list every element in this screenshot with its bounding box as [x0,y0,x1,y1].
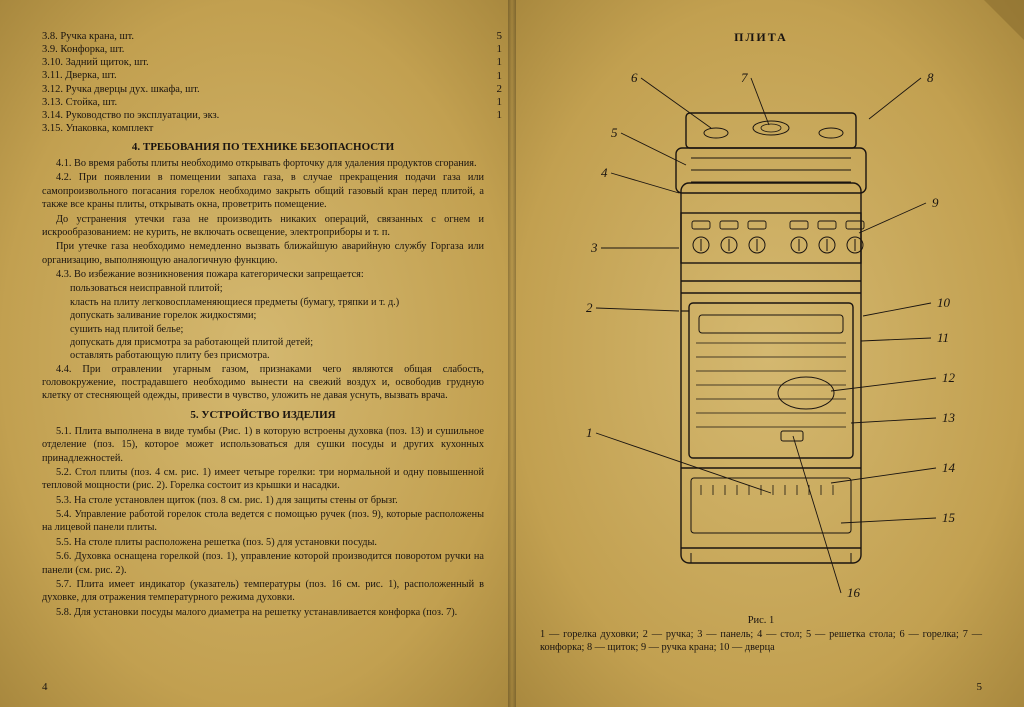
list-item: 3.12. Ручка дверцы дух. шкафа, шт. [42,83,484,96]
mark: 2 [497,83,503,96]
para-4-2b: До устранения утечки газа не производить… [42,213,484,240]
svg-text:14: 14 [942,460,956,475]
svg-text:15: 15 [942,510,956,525]
para-5-1: 5.1. Плита выполнена в виде тумбы (Рис. … [42,425,484,465]
page-number-left: 4 [42,681,48,693]
list-item: 3.13. Стойка, шт. [42,96,484,109]
para-4-2a: 4.2. При появлении в помещении запаха га… [42,171,484,211]
para-4-2c: При утечке газа необходимо немедленно вы… [42,240,484,267]
list-item: 3.15. Упаковка, комплект [42,122,484,135]
list-item: сушить над плитой белье; [42,323,484,336]
svg-text:3: 3 [590,240,598,255]
list-item: 3.9. Конфорка, шт. [42,43,484,56]
para-4-1: 4.1. Во время работы плиты необходимо от… [42,157,484,170]
book-spine [508,0,516,707]
left-page: 5 1 1 1 2 1 1 3.8. Ручка крана, шт.3.9. … [0,0,512,707]
mark: 1 [497,43,503,56]
figure-caption: Рис. 1 [540,615,982,626]
mark: 1 [497,70,503,83]
para-5-8: 5.8. Для установки посуды малого диаметр… [42,606,484,619]
list-item: 3.14. Руководство по эксплуатации, экз. [42,109,484,122]
right-page: ПЛИТА 6 7 8 5 4 9 3 2 10 11 12 1 13 14 15 16 Рис. 1 1 —… [512,0,1024,707]
svg-text:4: 4 [601,165,608,180]
para-5-2: 5.2. Стол плиты (поз. 4 см. рис. 1) имее… [42,466,484,493]
svg-text:13: 13 [942,410,956,425]
para-5-4: 5.4. Управление работой горелок стола ве… [42,508,484,535]
list-item: оставлять работающую плиту без присмотра… [42,349,484,362]
mark: 5 [497,30,503,43]
svg-text:16: 16 [847,585,861,600]
svg-text:10: 10 [937,295,951,310]
mark: 1 [497,109,503,122]
list-item: 3.8. Ручка крана, шт. [42,30,484,43]
mark: 1 [497,96,503,109]
para-4-3-intro: 4.3. Во избежание возникновения пожара к… [42,268,484,281]
para-4-3-items: пользоваться неисправной плитой;класть н… [42,282,484,362]
section-4-heading: 4. ТРЕБОВАНИЯ ПО ТЕХНИКЕ БЕЗОПАСНОСТИ [42,141,484,153]
svg-text:6: 6 [631,70,638,85]
para-5-6: 5.6. Духовка оснащена горелкой (поз. 1),… [42,550,484,577]
list-item: 3.11. Дверка, шт. [42,69,484,82]
right-title: ПЛИТА [540,30,982,45]
svg-text:11: 11 [937,330,949,345]
list-item: класть на плиту легковоспламеняющиеся пр… [42,296,484,309]
page-number-right: 5 [977,681,983,693]
para-5-3: 5.3. На столе установлен щиток (поз. 8 с… [42,494,484,507]
para-5-7: 5.7. Плита имеет индикатор (указатель) т… [42,578,484,605]
list-item: 3.10. Задний щиток, шт. [42,56,484,69]
svg-text:7: 7 [741,70,748,85]
parts-list: 3.8. Ручка крана, шт.3.9. Конфорка, шт.3… [42,30,484,135]
svg-text:1: 1 [586,425,593,440]
mark: 1 [497,56,503,69]
svg-text:9: 9 [932,195,939,210]
figure-legend: 1 — горелка духовки; 2 — ручка; 3 — пане… [540,628,982,655]
list-item: пользоваться неисправной плитой; [42,282,484,295]
corner-fold [984,0,1024,40]
svg-text:8: 8 [927,70,934,85]
stove-diagram: 6 7 8 5 4 9 3 2 10 11 12 1 13 14 15 16 [541,53,981,613]
list-item: допускать заливание горелок жидкостями; [42,309,484,322]
svg-text:12: 12 [942,370,956,385]
list-item: допускать для присмотра за работающей пл… [42,336,484,349]
para-4-4: 4.4. При отравлении угарным газом, призн… [42,363,484,403]
vertical-marks: 5 1 1 1 2 1 1 [497,30,503,122]
para-5-5: 5.5. На столе плиты расположена решетка … [42,536,484,549]
svg-text:5: 5 [611,125,618,140]
section-5-heading: 5. УСТРОЙСТВО ИЗДЕЛИЯ [42,409,484,421]
svg-text:2: 2 [586,300,593,315]
